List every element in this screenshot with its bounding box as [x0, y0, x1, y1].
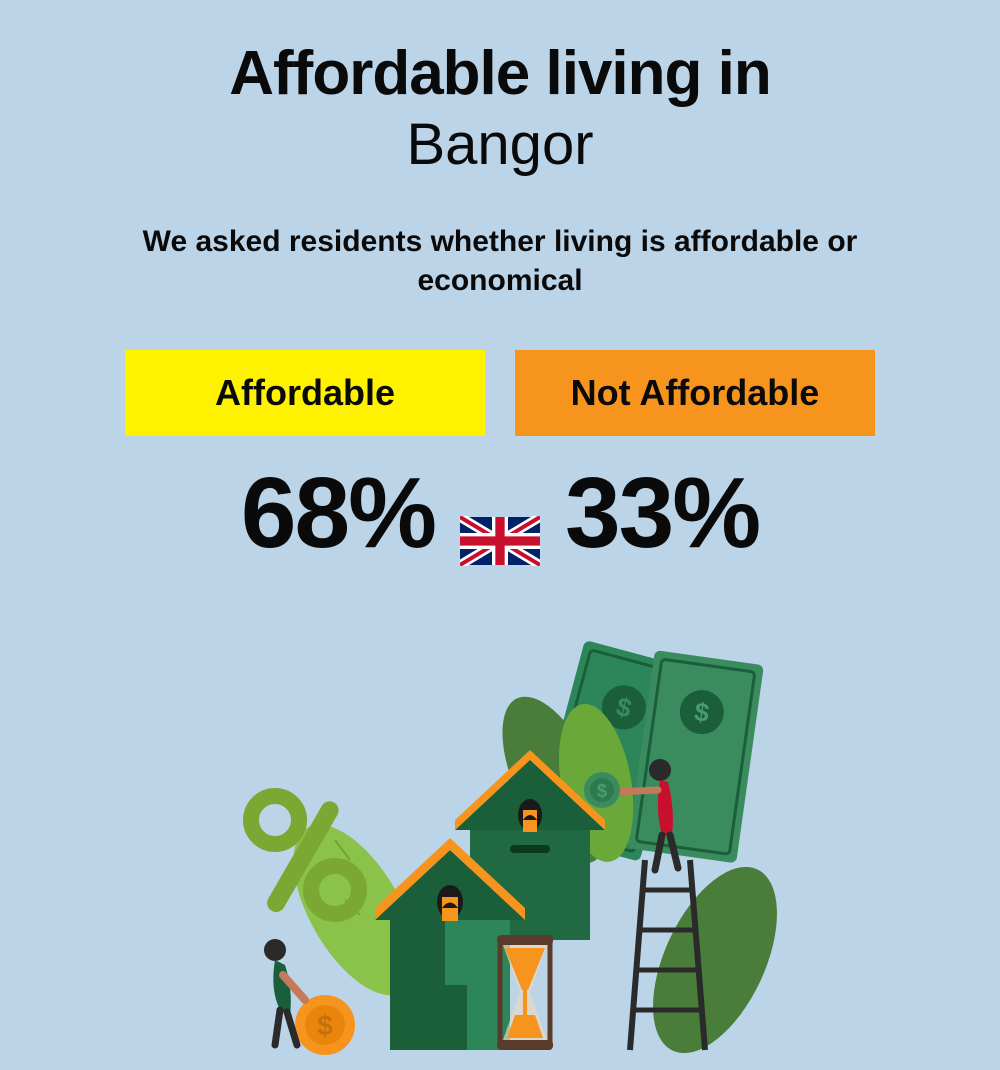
not-affordable-value: 33% — [565, 463, 759, 563]
title-city: Bangor — [60, 113, 940, 177]
illustration-icon: $ $ — [175, 620, 825, 1070]
svg-text:$: $ — [317, 1010, 333, 1041]
not-affordable-block: Not Affordable — [515, 350, 875, 436]
uk-flag-icon — [460, 516, 540, 566]
not-affordable-label: Not Affordable — [515, 350, 875, 436]
affordable-block: Affordable — [125, 350, 485, 436]
title-bold: Affordable living in — [60, 40, 940, 108]
affordable-label: Affordable — [125, 350, 485, 436]
stats-row: Affordable Not Affordable — [60, 350, 940, 436]
affordable-value: 68% — [241, 463, 435, 563]
stat-values-row: 68% 33% — [60, 461, 940, 566]
svg-text:$: $ — [597, 781, 607, 801]
subtitle: We asked residents whether living is aff… — [60, 222, 940, 300]
